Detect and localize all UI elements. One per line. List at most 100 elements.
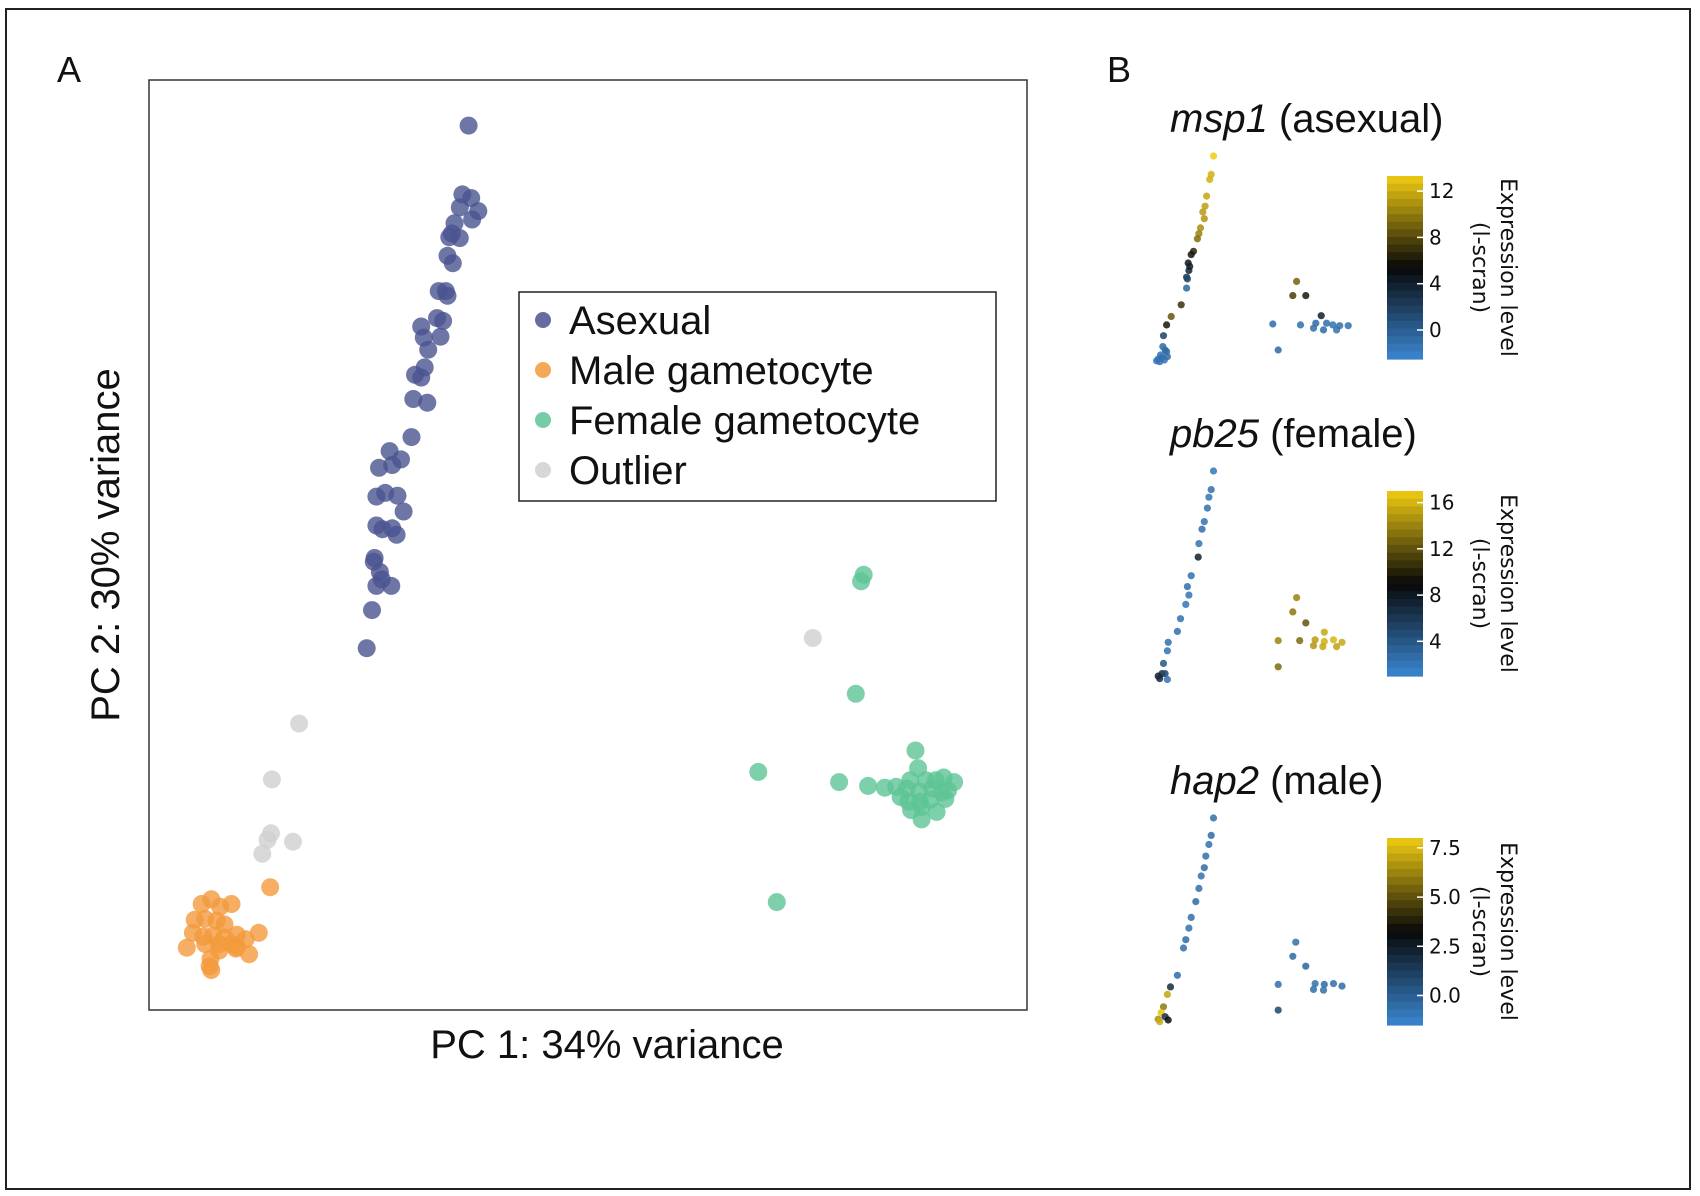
gene-cell-point xyxy=(1289,608,1297,616)
gene-cell-point xyxy=(1186,262,1194,270)
gene-cell-point xyxy=(1173,627,1181,636)
gene-cell-point xyxy=(1309,324,1318,332)
gene-cell-point xyxy=(1156,358,1164,366)
gene-cell-point xyxy=(1274,980,1282,989)
colorbar-tick-label: 5.0 xyxy=(1429,885,1461,909)
gene-plot-hap2: hap2 (male)0.02.55.07.5 Expression level(… xyxy=(1154,759,1520,1026)
gene-cell-point xyxy=(1302,619,1310,627)
point-asexual xyxy=(404,390,423,408)
gene-cell-point xyxy=(1319,643,1327,651)
colorbar-step xyxy=(1387,629,1423,639)
gene-cell-point xyxy=(1163,990,1171,999)
legend-items: Asexual Male gametocyte Female gametocyte O… xyxy=(535,299,920,493)
colorbar-tick-label: 0.0 xyxy=(1429,984,1461,1008)
gene-cell-point xyxy=(1179,944,1188,952)
colorbar-step xyxy=(1387,328,1423,337)
point-male-gametocyte xyxy=(196,935,215,953)
gene-cell-point xyxy=(1187,251,1195,259)
gene-cell-point xyxy=(1293,277,1301,285)
colorbar-step xyxy=(1387,267,1423,276)
legend-swatch xyxy=(535,312,551,328)
colorbar-tick-label: 0 xyxy=(1429,318,1442,342)
gene-cell-point xyxy=(1205,840,1213,849)
gene-cell-point xyxy=(1289,952,1297,960)
point-asexual xyxy=(388,486,407,505)
gene-cell-point xyxy=(1207,831,1215,840)
point-female-gametocyte xyxy=(912,810,931,829)
colorbar-step xyxy=(1387,529,1423,538)
gene-cell-point xyxy=(1209,814,1218,822)
colorbar-step xyxy=(1387,869,1423,878)
gene-cell-point xyxy=(1163,321,1171,329)
colorbar-step xyxy=(1387,962,1423,972)
legend-box xyxy=(518,291,997,502)
colorbar-tick-label: 8 xyxy=(1429,225,1442,249)
gene-cell-point xyxy=(1164,1016,1172,1024)
colorbar-tick-label: 2.5 xyxy=(1429,934,1461,958)
figure-svg: A B PC 1: 34% variance PC 2: 30% varianc… xyxy=(57,49,1520,1067)
point-male-gametocyte xyxy=(177,938,196,957)
colorbar-title-line: (l-scran) xyxy=(1467,538,1492,629)
colorbar-step xyxy=(1387,622,1423,631)
colorbar-step xyxy=(1387,845,1423,855)
colorbar-tick-label: 4 xyxy=(1429,272,1442,296)
gene-cell-point xyxy=(1177,301,1185,309)
gene-plot-title: msp1 (asexual) xyxy=(1170,97,1443,141)
colorbar-step xyxy=(1387,1017,1423,1026)
colorbar-title-line: (l-scran) xyxy=(1467,222,1492,313)
colorbar-step xyxy=(1387,514,1423,523)
gene-cell-point xyxy=(1292,938,1300,946)
colorbar-step xyxy=(1387,900,1423,909)
gene-plot-title: hap2 (male) xyxy=(1170,759,1383,803)
colorbar-tick-label: 12 xyxy=(1429,179,1454,203)
colorbar-step xyxy=(1387,537,1423,546)
legend-swatch xyxy=(535,362,551,378)
colorbar-step xyxy=(1387,298,1423,307)
gene-cell-point xyxy=(1195,540,1203,548)
colorbar-step xyxy=(1387,614,1423,623)
gene-cell-point xyxy=(1329,321,1337,329)
colorbar-title: Expression level(l-scran) xyxy=(1467,842,1520,1021)
gene-cell-point xyxy=(1309,985,1318,994)
point-outlier xyxy=(290,714,309,733)
gene-cell-point xyxy=(1203,504,1211,512)
gene-cell-point xyxy=(1329,636,1338,644)
colorbar-step xyxy=(1387,861,1423,870)
gene-cell-point xyxy=(1196,224,1205,232)
colorbar-step xyxy=(1387,229,1423,238)
gene-cell-point xyxy=(1159,1003,1168,1011)
gene-cell-point xyxy=(1209,152,1218,160)
colorbar-title-line: Expression level xyxy=(1495,178,1520,357)
gene-cell-point xyxy=(1159,332,1168,340)
gene-cell-point xyxy=(1269,320,1277,328)
point-asexual xyxy=(450,198,469,217)
colorbar-step xyxy=(1387,506,1423,515)
point-asexual xyxy=(370,458,388,477)
gene-cell-point xyxy=(1323,319,1331,327)
colorbar-step xyxy=(1387,560,1423,569)
colorbar-step xyxy=(1387,282,1423,291)
colorbar-step xyxy=(1387,491,1423,500)
gene-cell-point xyxy=(1344,322,1352,330)
legend-swatch xyxy=(535,412,551,428)
gene-cell-point xyxy=(1319,986,1328,994)
point-asexual xyxy=(440,228,459,247)
colorbar-step xyxy=(1387,591,1423,600)
gene-cell-point xyxy=(1201,202,1209,210)
point-asexual xyxy=(438,286,457,305)
colorbar-step xyxy=(1387,993,1423,1003)
colorbar-step xyxy=(1387,544,1423,554)
gene-cell-point xyxy=(1206,175,1214,183)
point-female-gametocyte xyxy=(906,741,925,760)
gene-cell-point xyxy=(1182,600,1190,609)
colorbar-step xyxy=(1387,923,1423,933)
x-axis-title: PC 1: 34% variance xyxy=(430,1023,784,1067)
colorbar-step xyxy=(1387,908,1423,917)
gene-cell-point xyxy=(1274,346,1282,354)
colorbar-step xyxy=(1387,652,1423,662)
gene-cell-point xyxy=(1311,636,1319,644)
colorbar-step xyxy=(1387,575,1423,585)
colorbar-tick-label: 8 xyxy=(1429,583,1442,607)
point-outlier xyxy=(284,832,302,851)
colorbar-tick-label: 16 xyxy=(1429,491,1454,515)
